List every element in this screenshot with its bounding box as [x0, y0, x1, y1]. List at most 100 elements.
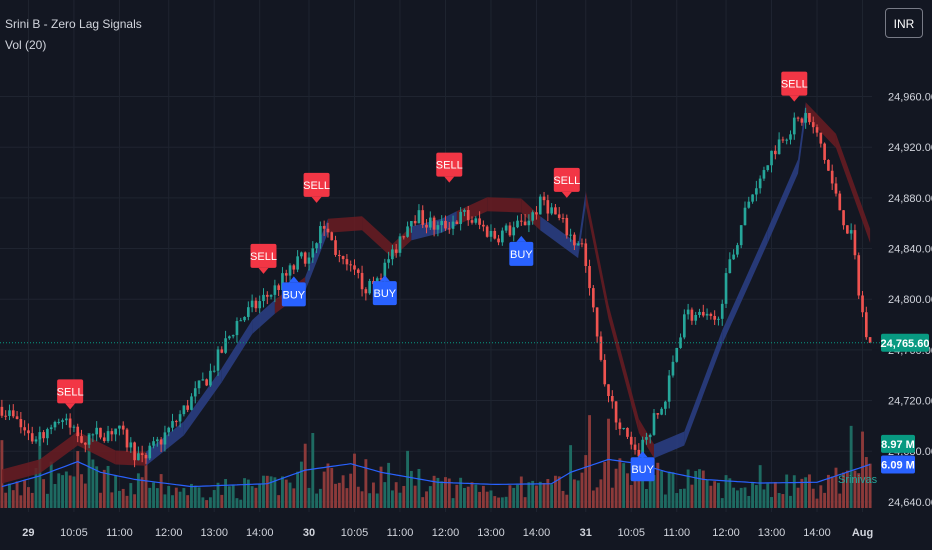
candles: [0, 107, 872, 468]
candle-body: [125, 429, 129, 448]
volume-bar: [95, 466, 99, 508]
volume-bar: [724, 475, 728, 508]
candle-body: [353, 265, 356, 270]
candle-body: [724, 273, 728, 304]
band-segment: [608, 304, 639, 433]
volume-bar: [152, 482, 155, 508]
volume-bar: [19, 495, 23, 508]
band-segment: [362, 216, 393, 259]
candle-body: [8, 410, 11, 416]
candle-body: [701, 311, 705, 316]
candle-body: [277, 285, 280, 290]
time-tick-label: 29: [22, 527, 34, 539]
volume-bar: [773, 482, 777, 508]
candle-body: [216, 349, 220, 371]
volume-bar: [789, 495, 792, 508]
candle-body: [250, 300, 254, 308]
candle-body: [190, 396, 193, 410]
volume-bar: [713, 481, 717, 508]
candle-body: [315, 243, 318, 249]
volume-bar: [8, 483, 11, 508]
candle-body: [800, 118, 804, 123]
volume-bar: [231, 485, 235, 508]
volume-tag: [881, 455, 915, 474]
candle-body: [584, 243, 588, 267]
volume-bar: [864, 457, 868, 508]
volume-bar: [428, 486, 432, 508]
candle-body: [853, 230, 857, 256]
volume-bar: [159, 474, 163, 508]
volume-bar: [512, 487, 516, 508]
candle-body: [531, 212, 535, 221]
candle-body: [474, 218, 478, 223]
candle-body: [95, 427, 99, 435]
candle-body: [709, 313, 713, 316]
candle-body: [588, 266, 591, 289]
candle-body: [231, 335, 235, 337]
volume-ma-line: [1, 458, 871, 488]
candle-body: [770, 150, 773, 166]
candle-body: [789, 134, 792, 140]
time-tick-label: 12:00: [155, 527, 183, 539]
volume-bar: [607, 418, 610, 508]
volume-bar: [227, 486, 231, 508]
volume-bar: [174, 487, 178, 508]
candle-body: [76, 426, 80, 437]
volume-bar: [561, 490, 565, 508]
volume-bar: [258, 484, 262, 508]
candle-body: [466, 210, 470, 221]
price-tick-label: 24,920.00: [888, 142, 932, 154]
time-tick-label: 11:00: [106, 527, 133, 539]
volume-bar: [451, 498, 455, 508]
volume-legend[interactable]: Vol (20): [5, 38, 47, 52]
candle-body: [394, 249, 398, 253]
candle-body: [432, 217, 436, 230]
sell-signal: SELL: [553, 167, 580, 198]
candle-body: [758, 178, 762, 189]
volume-bar: [15, 481, 19, 508]
volume-bar: [409, 470, 413, 508]
candle-body: [777, 139, 781, 155]
time-tick-label: 12:00: [712, 527, 740, 539]
candle-body: [648, 434, 652, 438]
buy-label-pointer: [516, 235, 527, 242]
candle-body: [174, 421, 178, 423]
volume-bar: [629, 485, 633, 508]
volume-bar: [121, 488, 125, 508]
candle-body: [827, 159, 830, 171]
band-segment: [767, 159, 799, 243]
currency-button[interactable]: INR: [885, 8, 923, 38]
volume-bar: [569, 445, 573, 508]
volume-bar: [656, 462, 660, 508]
volume-bar: [652, 475, 656, 508]
volume-bar: [281, 476, 284, 508]
volume-bar: [337, 482, 341, 508]
volume-bar: [315, 493, 319, 508]
buy-label-pointer: [637, 451, 648, 458]
candle-body: [538, 196, 542, 215]
candle-body: [804, 113, 807, 123]
candle-body: [243, 316, 246, 321]
candle-body: [140, 453, 144, 455]
candle-body: [349, 264, 353, 266]
volume-bar: [440, 481, 444, 508]
volume-bar: [519, 476, 523, 508]
candle-body: [645, 437, 648, 440]
candle-body: [379, 278, 383, 280]
candle-body: [303, 252, 307, 264]
volume-bar: [553, 475, 557, 508]
volume-bar: [212, 490, 216, 508]
candle-body: [387, 259, 390, 263]
indicator-legend[interactable]: Srini B - Zero Lag Signals: [5, 17, 142, 31]
volume-bar: [675, 493, 679, 508]
volume-bar: [129, 483, 133, 508]
volume-bar: [595, 487, 599, 508]
volume-bar: [190, 483, 193, 508]
sell-label-box: [57, 379, 84, 404]
volume-bar: [4, 492, 8, 508]
volume-bar: [679, 488, 682, 508]
band-segment: [252, 299, 275, 335]
candle-body: [129, 442, 133, 448]
candle-body: [159, 439, 163, 445]
